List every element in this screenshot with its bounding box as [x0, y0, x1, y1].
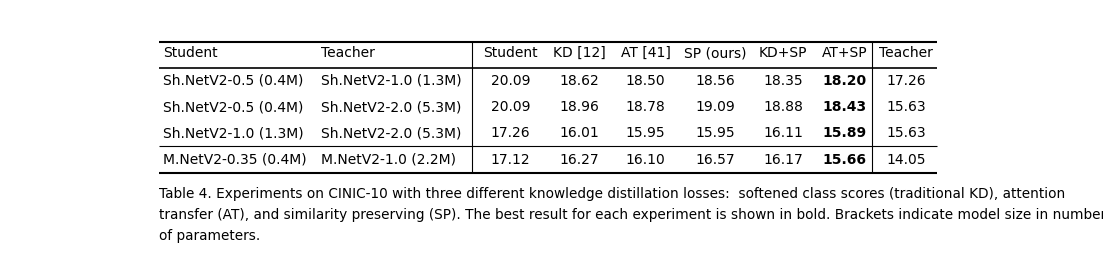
Text: 16.27: 16.27: [559, 152, 599, 167]
Text: Sh.NetV2-0.5 (0.4M): Sh.NetV2-0.5 (0.4M): [162, 74, 303, 88]
Text: 15.63: 15.63: [887, 126, 927, 140]
Text: Sh.NetV2-1.0 (1.3M): Sh.NetV2-1.0 (1.3M): [162, 126, 303, 140]
Text: Table 4. Experiments on CINIC-10 with three different knowledge distillation los: Table 4. Experiments on CINIC-10 with th…: [159, 187, 1103, 243]
Text: 18.62: 18.62: [559, 74, 599, 88]
Text: 15.89: 15.89: [823, 126, 867, 140]
Text: 18.35: 18.35: [763, 74, 803, 88]
Text: 17.26: 17.26: [887, 74, 927, 88]
Text: Sh.NetV2-0.5 (0.4M): Sh.NetV2-0.5 (0.4M): [162, 100, 303, 114]
Text: Student: Student: [162, 46, 217, 60]
Text: 17.26: 17.26: [491, 126, 531, 140]
Text: M.NetV2-0.35 (0.4M): M.NetV2-0.35 (0.4M): [162, 152, 307, 167]
Text: Sh.NetV2-2.0 (5.3M): Sh.NetV2-2.0 (5.3M): [321, 126, 461, 140]
Text: 15.95: 15.95: [696, 126, 736, 140]
Text: 14.05: 14.05: [887, 152, 927, 167]
Text: SP (ours): SP (ours): [685, 46, 747, 60]
Text: Sh.NetV2-1.0 (1.3M): Sh.NetV2-1.0 (1.3M): [321, 74, 461, 88]
Text: 18.43: 18.43: [823, 100, 867, 114]
Text: 16.17: 16.17: [763, 152, 803, 167]
Text: M.NetV2-1.0 (2.2M): M.NetV2-1.0 (2.2M): [321, 152, 456, 167]
Text: 18.88: 18.88: [763, 100, 803, 114]
Text: Student: Student: [483, 46, 538, 60]
Text: 16.10: 16.10: [625, 152, 665, 167]
Text: 18.96: 18.96: [559, 100, 599, 114]
Text: 15.95: 15.95: [625, 126, 665, 140]
Text: 18.50: 18.50: [625, 74, 665, 88]
Text: 16.01: 16.01: [559, 126, 599, 140]
Text: 16.57: 16.57: [696, 152, 736, 167]
Text: 18.78: 18.78: [625, 100, 665, 114]
Text: Teacher: Teacher: [321, 46, 375, 60]
Text: KD+SP: KD+SP: [759, 46, 807, 60]
Text: 15.66: 15.66: [823, 152, 867, 167]
Text: 20.09: 20.09: [491, 74, 531, 88]
Text: 18.20: 18.20: [823, 74, 867, 88]
Text: 15.63: 15.63: [887, 100, 927, 114]
Text: Teacher: Teacher: [879, 46, 933, 60]
Text: KD [12]: KD [12]: [553, 46, 606, 60]
Text: 16.11: 16.11: [763, 126, 803, 140]
Text: 17.12: 17.12: [491, 152, 531, 167]
Text: 19.09: 19.09: [696, 100, 736, 114]
Text: AT [41]: AT [41]: [621, 46, 671, 60]
Text: AT+SP: AT+SP: [822, 46, 868, 60]
Text: 20.09: 20.09: [491, 100, 531, 114]
Text: 18.56: 18.56: [696, 74, 736, 88]
Text: Sh.NetV2-2.0 (5.3M): Sh.NetV2-2.0 (5.3M): [321, 100, 461, 114]
